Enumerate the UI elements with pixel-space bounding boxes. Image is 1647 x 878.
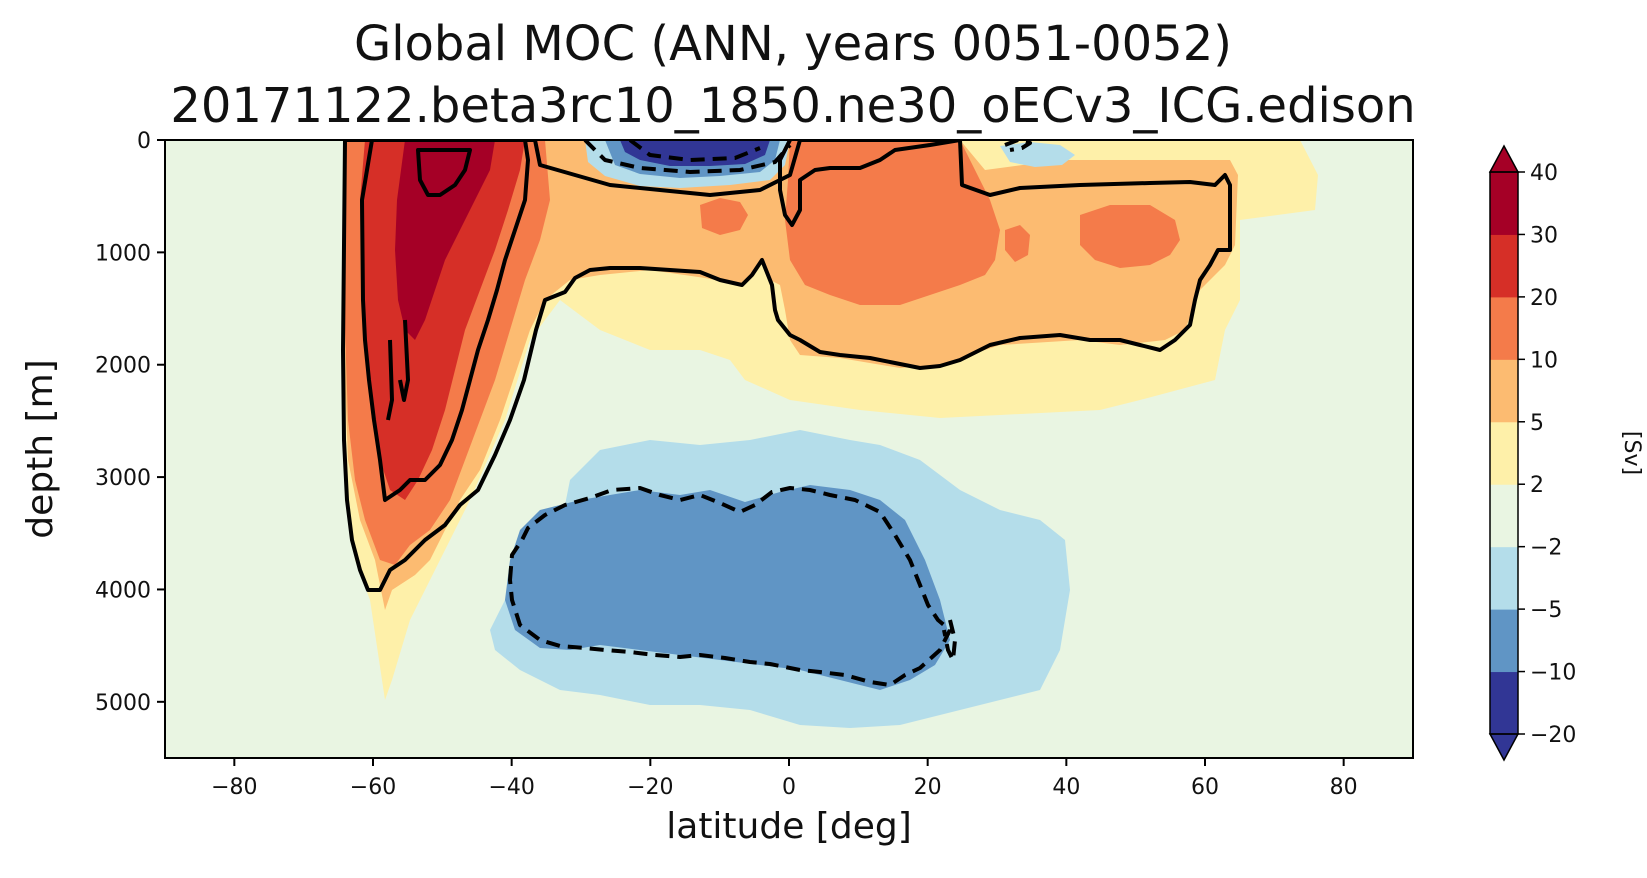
chart-title: Global MOC (ANN, years 0051-0052): [354, 16, 1232, 72]
colorbar-segment: [1490, 234, 1518, 298]
field-region-pos-10-north: [785, 140, 1000, 305]
x-tick-label: −40: [488, 775, 534, 800]
colorbar-frame: [1489, 171, 1519, 735]
colorbar-tick-label: 5: [1530, 411, 1544, 436]
colorbar-tick-label: 10: [1530, 348, 1558, 373]
contour-30: [416, 148, 472, 197]
y-tick-label: 2000: [95, 354, 151, 379]
x-axis-ticks: −80 −60 −40 −20 0 20 40 60 80: [211, 758, 1358, 800]
x-tick-label: 20: [914, 775, 942, 800]
x-tick-label: −60: [350, 775, 396, 800]
colorbar-segment: [1490, 484, 1518, 548]
x-tick-label: −20: [627, 775, 673, 800]
contour-neg20-shallow: [628, 140, 761, 162]
y-tick-label: 0: [137, 129, 151, 154]
colorbar-segment: [1490, 359, 1518, 423]
y-tick-label: 4000: [95, 578, 151, 603]
contour-neg5-shallow: [583, 140, 792, 174]
colorbar-segment: [1490, 172, 1518, 235]
colorbar-segment: [1490, 671, 1518, 735]
field-region-pos-30: [395, 140, 495, 340]
field-region-pos-10-east: [1080, 205, 1180, 268]
contour-neg5-abyssal-tail: [942, 619, 957, 662]
field-region-neg-20-shallow: [620, 140, 770, 166]
colorbar-segment: [1490, 546, 1518, 610]
contour-5-upper: [341, 140, 1232, 592]
x-axis-label: latitude [deg]: [666, 806, 912, 847]
plot-area: [165, 140, 1413, 758]
field-region-neg-5-abyssal: [505, 485, 950, 690]
colorbar-tick-label: −5: [1530, 598, 1562, 623]
colorbar-tick-label: −2: [1530, 536, 1562, 561]
field-region-pos-10-blob2: [1005, 225, 1030, 262]
colorbar-label: [Sv]: [1619, 431, 1644, 475]
colorbar-tick-label: 20: [1530, 286, 1558, 311]
contour-20: [360, 140, 530, 502]
contour-neg-ne-small: [1004, 140, 1032, 152]
y-axis-label: depth [m]: [20, 359, 61, 538]
chart-subtitle: 20171122.beta3rc10_1850.ne30_oECv3_ICG.e…: [170, 78, 1415, 134]
colorbar-tick-label: 30: [1530, 223, 1558, 248]
colorbar-segment: [1490, 296, 1518, 360]
x-tick-label: 0: [782, 775, 796, 800]
contour-5-north-loop: [778, 140, 961, 227]
x-tick-label: 80: [1330, 775, 1358, 800]
y-tick-label: 1000: [95, 241, 151, 266]
field-region-pos-10-blob1: [700, 198, 748, 235]
colorbar-tick-label: −20: [1530, 723, 1576, 748]
field-region-neg-2-ne: [1000, 142, 1075, 167]
y-tick-label: 5000: [95, 691, 151, 716]
colorbar-tick-label: 40: [1530, 161, 1558, 186]
contour-neg5-abyssal: [508, 486, 952, 687]
x-tick-label: 40: [1052, 775, 1080, 800]
colorbar-tick-label: 2: [1530, 473, 1544, 498]
colorbar-segment: [1490, 421, 1518, 485]
x-tick-label: −80: [211, 775, 257, 800]
colorbar-extend-min: [1488, 733, 1520, 762]
colorbar-extend-max: [1488, 144, 1520, 173]
contour-20-inner-spike: [386, 319, 410, 421]
y-tick-label: 3000: [95, 466, 151, 491]
contour-lines: [341, 140, 1232, 687]
colorbar-segment: [1490, 609, 1518, 673]
colorbar: −20 −10 −5 −2 2 5 10 20 30 40: [1488, 144, 1576, 762]
colorbar-tick-label: −10: [1530, 661, 1576, 686]
y-axis-ticks: 0 1000 2000 3000 4000 5000: [95, 129, 165, 716]
x-tick-label: 60: [1191, 775, 1219, 800]
